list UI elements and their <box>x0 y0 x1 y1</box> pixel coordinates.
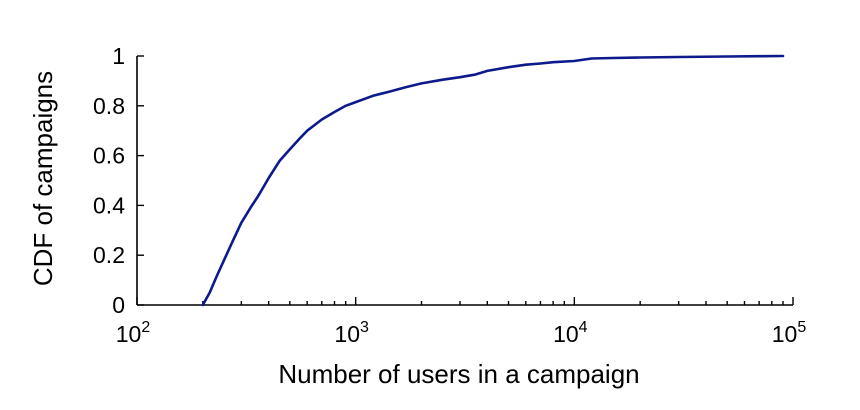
x-tick-exponent: 4 <box>579 319 588 336</box>
y-tick-label: 0.2 <box>93 242 125 268</box>
x-tick-label: 103 <box>334 319 369 347</box>
x-tick-label: 105 <box>772 319 807 347</box>
y-tick-label: 0.8 <box>93 93 125 119</box>
x-axis-title: Number of users in a campaign <box>278 359 639 389</box>
x-tick-base: 10 <box>772 321 798 347</box>
x-tick-base: 10 <box>553 321 579 347</box>
x-tick-label: 104 <box>553 319 588 347</box>
x-tick-base: 10 <box>334 321 360 347</box>
y-tick-label: 1 <box>112 43 125 69</box>
x-tick-exponent: 5 <box>797 319 806 336</box>
x-tick-exponent: 3 <box>360 319 369 336</box>
x-tick-base: 10 <box>116 321 142 347</box>
y-tick-label: 0.4 <box>93 192 125 218</box>
y-tick-label: 0 <box>112 292 125 318</box>
y-axis-title: CDF of campaigns <box>28 71 58 286</box>
series-layer <box>201 54 785 307</box>
cdf-series-line <box>201 54 785 307</box>
axes <box>136 56 793 306</box>
x-tick-label: 102 <box>116 319 151 347</box>
x-tick-exponent: 2 <box>141 319 150 336</box>
y-tick-label: 0.6 <box>93 143 125 169</box>
